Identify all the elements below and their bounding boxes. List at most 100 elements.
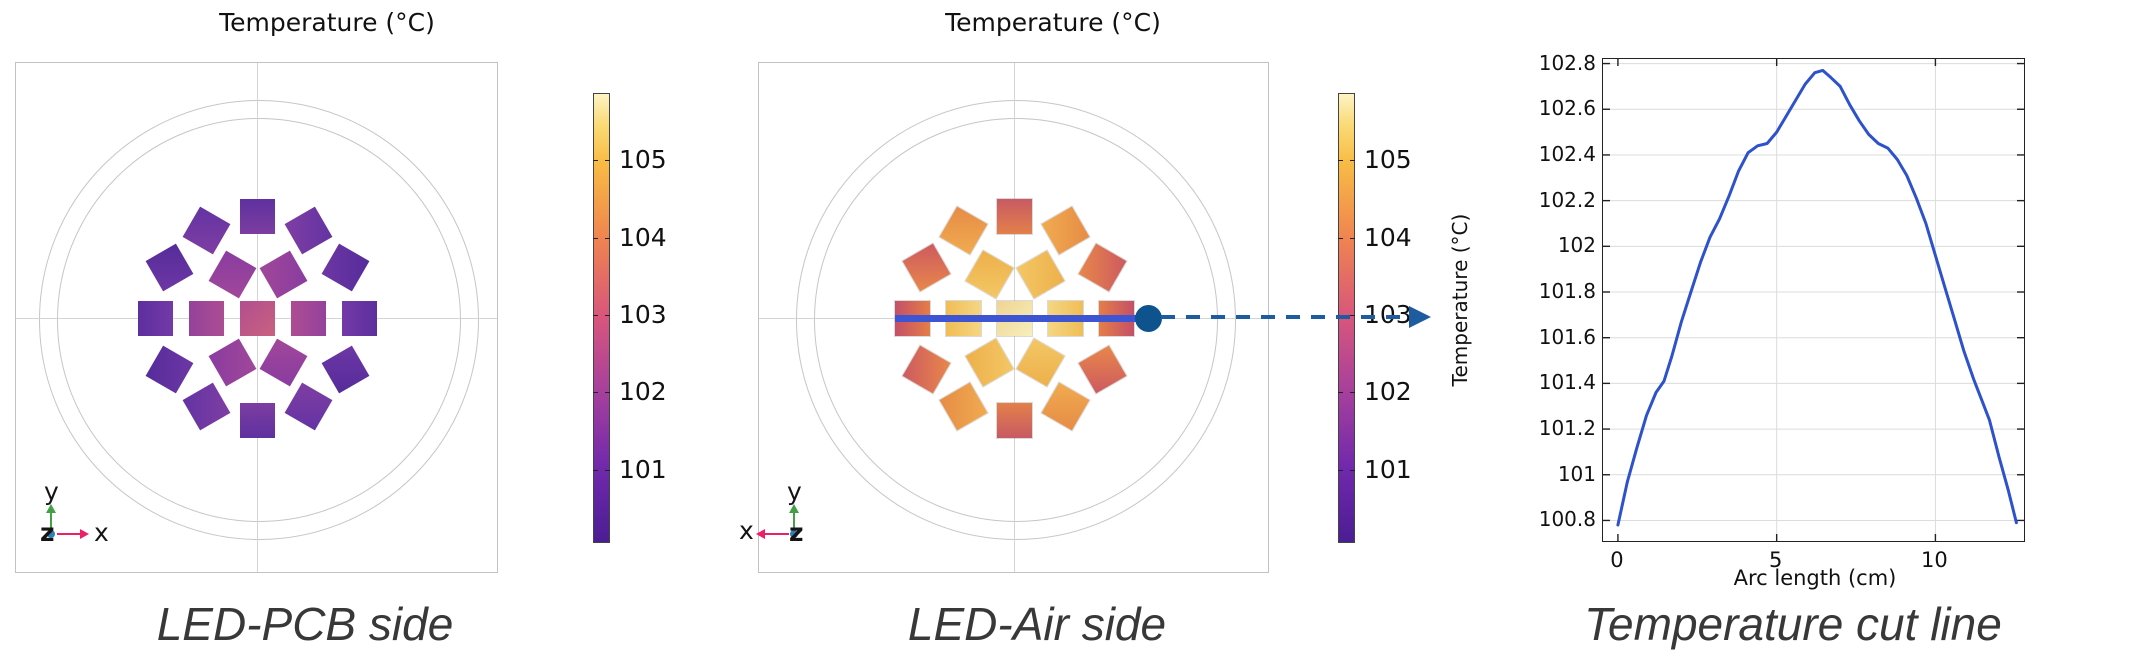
chart-x-tick-label: 10 <box>1921 548 1948 572</box>
colorbar-tick-mark <box>605 237 610 239</box>
air-z-axis-label: z <box>789 518 804 547</box>
air-led-chip <box>902 345 951 394</box>
temperature-cut-line-overlay <box>895 315 1141 322</box>
pcb-y-axis-arrow-icon <box>46 504 56 513</box>
chart-y-tick-label: 101.2 <box>1538 416 1596 441</box>
colorbar-tick-label: 105 <box>619 145 667 175</box>
air-plate-inner-circle <box>813 117 1218 522</box>
temperature-curve <box>1616 68 2018 527</box>
air-led-chip <box>939 382 988 431</box>
chart-y-tick-label: 101.6 <box>1538 324 1596 349</box>
colorbar-tick-label: 104 <box>1364 222 1412 252</box>
pcb-led-chip <box>259 250 307 299</box>
chart-x-axis-title: Arc length (cm) <box>1733 566 1897 590</box>
cut-line-endpoint-dot <box>1135 305 1162 332</box>
colorbar-tick-label: 103 <box>1364 300 1412 329</box>
air-y-axis-arrow-icon <box>789 504 799 513</box>
air-plate-outer-circle <box>795 99 1236 540</box>
pcb-led-chip <box>284 206 333 255</box>
colorbar-tick-mark <box>605 160 610 162</box>
pcb-plate-outer-circle <box>38 99 479 540</box>
colorbar-tick-mark <box>605 392 610 394</box>
connector-arrowhead-icon <box>1409 306 1431 328</box>
air-led-chip <box>1078 243 1127 292</box>
colorbar-tick-label: 101 <box>619 454 667 484</box>
air-led-chip <box>1016 338 1064 387</box>
colorbar-tick-label: 101 <box>1364 454 1412 484</box>
chart-y-tick-label: 102.4 <box>1538 141 1596 166</box>
pcb-colorbar: 105 104 103 102 101 <box>593 93 667 543</box>
colorbar-tick-mark <box>1338 237 1343 239</box>
chart-caption: Temperature cut line <box>1584 598 2002 650</box>
chart-y-tick-label: 102.6 <box>1538 96 1596 121</box>
pcb-led-chip <box>182 206 231 255</box>
chart-y-tick-label: 101.4 <box>1538 370 1596 395</box>
air-led-chip <box>1016 250 1064 299</box>
pcb-led-chip <box>321 243 370 292</box>
pcb-led-chip <box>240 301 275 336</box>
colorbar-tick-mark <box>1338 160 1343 162</box>
colorbar-tick-mark <box>1350 160 1355 162</box>
air-led-chip <box>997 199 1032 234</box>
pcb-z-axis-label: z <box>40 518 55 547</box>
cut-line-chart-plot-area <box>1602 58 2025 542</box>
colorbar-tick-mark <box>1338 469 1343 471</box>
colorbar-tick-label: 105 <box>1364 145 1412 175</box>
colorbar-tick-label: 104 <box>619 222 667 252</box>
colorbar-tick-mark <box>1350 237 1355 239</box>
pcb-led-chip <box>259 338 307 387</box>
pcb-led-chip <box>291 301 326 336</box>
chart-y-tick-label: 102.8 <box>1538 50 1596 75</box>
chart-y-tick-label: 102 <box>1557 233 1596 258</box>
air-led-chip <box>1078 345 1127 394</box>
air-led-chip <box>965 250 1013 299</box>
chart-y-axis-title: Temperature (°C) <box>1448 213 1472 387</box>
colorbar-tick-mark <box>593 237 598 239</box>
air-led-chip <box>965 338 1013 387</box>
dashed-connector-line <box>1161 315 1409 319</box>
pcb-led-chip <box>342 301 377 336</box>
colorbar-tick-mark <box>1338 392 1343 394</box>
pcb-led-chip <box>240 199 275 234</box>
pcb-x-axis-arrow-line <box>57 533 80 535</box>
pcb-x-axis-arrow-icon <box>80 529 89 539</box>
pcb-colorbar-gradient <box>593 93 610 543</box>
colorbar-tick-mark <box>593 160 598 162</box>
colorbar-tick-label: 102 <box>1364 377 1412 407</box>
colorbar-tick-mark <box>605 314 610 316</box>
air-led-chip <box>902 243 951 292</box>
pcb-z-axis-dot-icon <box>47 530 55 538</box>
pcb-led-chip <box>284 382 333 431</box>
pcb-plot-title: Temperature (°C) <box>219 8 435 37</box>
colorbar-tick-label: 103 <box>619 299 667 329</box>
air-y-axis-label: y <box>787 477 802 506</box>
pcb-led-chip <box>208 250 256 299</box>
colorbar-tick-mark <box>1350 392 1355 394</box>
pcb-heatmap-panel: y z x <box>15 62 498 573</box>
air-z-axis-dot-icon <box>790 530 798 538</box>
air-plot-title: Temperature (°C) <box>945 8 1161 37</box>
pcb-led-chip <box>145 243 194 292</box>
pcb-led-chip <box>208 338 256 387</box>
colorbar-tick-mark <box>1350 469 1355 471</box>
chart-x-tick-label: 5 <box>1768 548 1783 572</box>
pcb-y-axis-label: y <box>44 477 59 506</box>
pcb-led-chip <box>145 345 194 394</box>
chart-x-tick-label: 0 <box>1610 548 1624 572</box>
colorbar-tick-mark <box>605 469 610 471</box>
pcb-led-chip <box>182 382 231 431</box>
colorbar-tick-mark <box>593 392 598 394</box>
air-y-axis-arrow-line <box>793 512 795 535</box>
colorbar-tick-mark <box>593 469 598 471</box>
pcb-led-array <box>16 63 497 572</box>
air-x-axis-label: x <box>739 516 754 545</box>
colorbar-tick-mark <box>593 314 598 316</box>
chart-y-tick-label: 100.8 <box>1538 507 1596 532</box>
air-led-chip <box>1041 382 1090 431</box>
air-x-axis-arrow-icon <box>756 529 765 539</box>
pcb-y-axis-arrow-line <box>50 512 52 535</box>
colorbar-tick-label: 102 <box>619 377 667 407</box>
cut-line-chart-svg <box>1603 59 2024 541</box>
pcb-led-chip <box>321 345 370 394</box>
